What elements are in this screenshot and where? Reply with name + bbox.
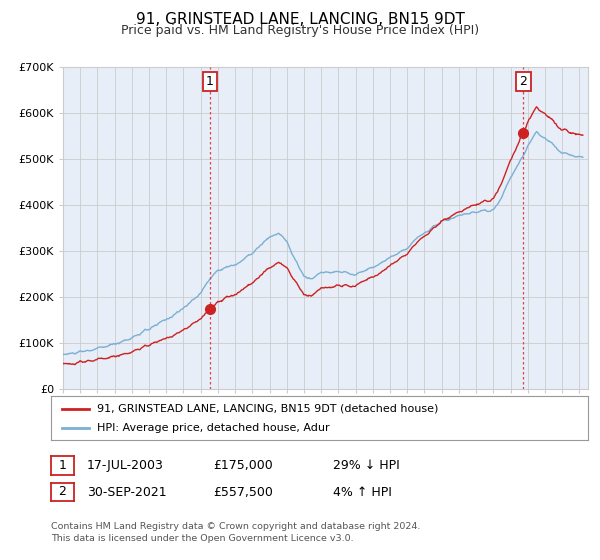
Text: 2: 2 — [58, 486, 67, 498]
Text: 91, GRINSTEAD LANE, LANCING, BN15 9DT: 91, GRINSTEAD LANE, LANCING, BN15 9DT — [136, 12, 464, 27]
Text: 29% ↓ HPI: 29% ↓ HPI — [333, 459, 400, 473]
Text: 2: 2 — [520, 75, 527, 88]
Text: £557,500: £557,500 — [213, 486, 273, 499]
Text: 1: 1 — [58, 459, 67, 472]
Text: 91, GRINSTEAD LANE, LANCING, BN15 9DT (detached house): 91, GRINSTEAD LANE, LANCING, BN15 9DT (d… — [97, 404, 438, 413]
Text: 4% ↑ HPI: 4% ↑ HPI — [333, 486, 392, 499]
Text: HPI: Average price, detached house, Adur: HPI: Average price, detached house, Adur — [97, 423, 329, 432]
Text: £175,000: £175,000 — [213, 459, 273, 473]
Text: Price paid vs. HM Land Registry's House Price Index (HPI): Price paid vs. HM Land Registry's House … — [121, 24, 479, 37]
Text: 30-SEP-2021: 30-SEP-2021 — [87, 486, 167, 499]
Text: 17-JUL-2003: 17-JUL-2003 — [87, 459, 164, 473]
Text: Contains HM Land Registry data © Crown copyright and database right 2024.
This d: Contains HM Land Registry data © Crown c… — [51, 522, 421, 543]
Text: 1: 1 — [206, 75, 214, 88]
